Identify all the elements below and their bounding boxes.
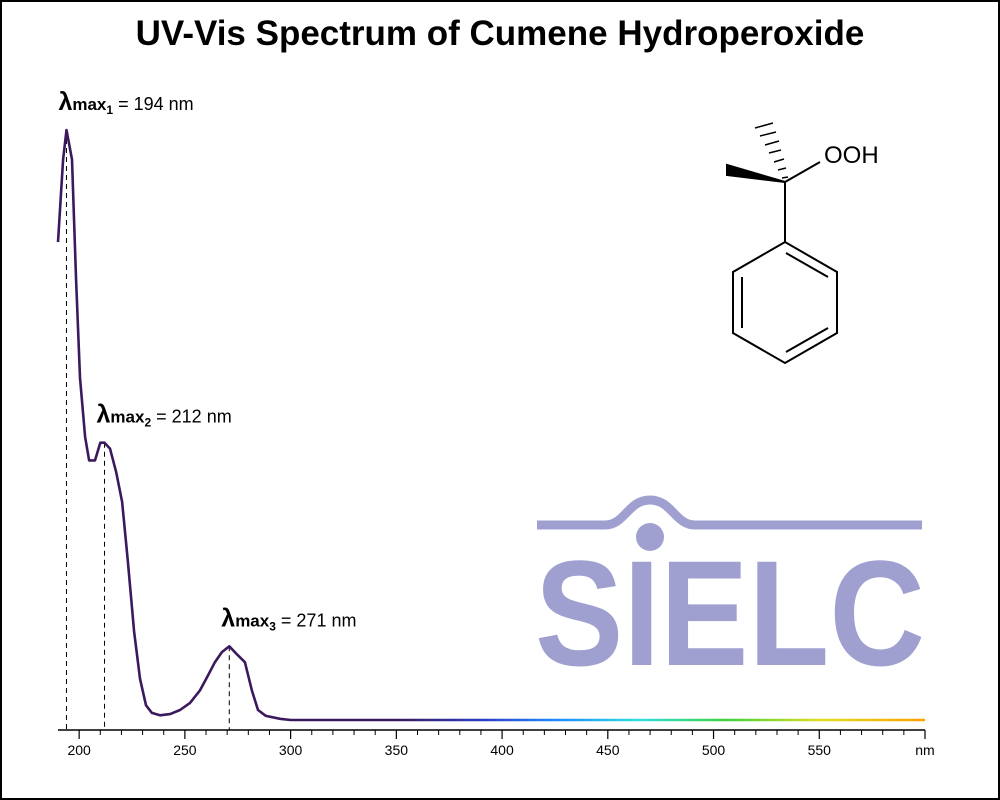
peak-text: = 271 nm — [276, 610, 357, 630]
structure-label: OOH — [824, 142, 879, 169]
hash-bond — [754, 122, 789, 179]
spectrum-line — [56, 128, 925, 722]
peak-index: 1 — [106, 103, 113, 117]
x-tick-label: 250 — [173, 742, 197, 758]
peak-index: 2 — [144, 416, 151, 430]
structure — [726, 122, 838, 365]
x-tick-label: nm — [915, 742, 934, 758]
peak-label: λmax2 = 212 nm — [97, 401, 232, 430]
wedge-bond — [726, 163, 786, 183]
peak-label: λmax3 = 271 nm — [221, 604, 356, 633]
peak-symbol: λ — [221, 604, 235, 632]
peak-symbol: λ — [58, 88, 72, 116]
logo-dot — [636, 523, 664, 551]
peak-sub: max — [110, 408, 145, 427]
x-tick-label: 500 — [702, 742, 726, 758]
logo: SIELC — [535, 495, 925, 697]
x-tick-label: 300 — [279, 742, 303, 758]
peak-text: = 212 nm — [151, 407, 232, 427]
x-tick-label: 450 — [596, 742, 620, 758]
peak-label: λmax1 = 194 nm — [58, 88, 193, 117]
peak-symbol: λ — [97, 401, 111, 429]
logo-text: SIELC — [535, 529, 925, 697]
x-tick-label: 350 — [385, 742, 409, 758]
peak-sub: max — [235, 611, 270, 630]
chart-title: UV-Vis Spectrum of Cumene Hydroperoxide — [136, 14, 865, 53]
logo-line — [537, 495, 922, 530]
peak-sub: max — [72, 95, 107, 114]
x-tick-label: 400 — [490, 742, 514, 758]
peak-text: = 194 nm — [113, 94, 194, 114]
x-tick-label: 200 — [67, 742, 91, 758]
peak-index: 3 — [269, 619, 276, 633]
x-tick-label: 550 — [808, 742, 832, 758]
